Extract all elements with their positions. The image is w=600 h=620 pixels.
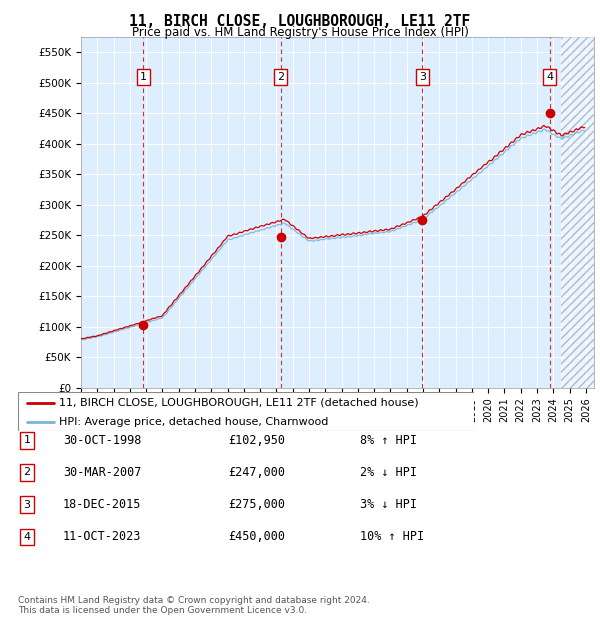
Text: 2: 2 <box>23 467 31 477</box>
Text: 18-DEC-2015: 18-DEC-2015 <box>63 498 142 511</box>
Text: £275,000: £275,000 <box>228 498 285 511</box>
Text: 8% ↑ HPI: 8% ↑ HPI <box>360 434 417 446</box>
Text: £102,950: £102,950 <box>228 434 285 446</box>
Text: 3: 3 <box>419 72 426 82</box>
Text: Contains HM Land Registry data © Crown copyright and database right 2024.
This d: Contains HM Land Registry data © Crown c… <box>18 596 370 615</box>
Text: 11, BIRCH CLOSE, LOUGHBOROUGH, LE11 2TF: 11, BIRCH CLOSE, LOUGHBOROUGH, LE11 2TF <box>130 14 470 29</box>
Text: 3: 3 <box>23 500 31 510</box>
Text: 2: 2 <box>277 72 284 82</box>
Text: 2% ↓ HPI: 2% ↓ HPI <box>360 466 417 479</box>
Text: 30-OCT-1998: 30-OCT-1998 <box>63 434 142 446</box>
Text: Price paid vs. HM Land Registry's House Price Index (HPI): Price paid vs. HM Land Registry's House … <box>131 26 469 39</box>
Text: HPI: Average price, detached house, Charnwood: HPI: Average price, detached house, Char… <box>59 417 328 427</box>
Bar <box>562 37 594 387</box>
Text: 10% ↑ HPI: 10% ↑ HPI <box>360 531 424 543</box>
Text: 1: 1 <box>140 72 147 82</box>
Bar <box>562 37 594 387</box>
Text: £450,000: £450,000 <box>228 531 285 543</box>
Text: 11-OCT-2023: 11-OCT-2023 <box>63 531 142 543</box>
Text: 4: 4 <box>546 72 553 82</box>
Text: 4: 4 <box>23 532 31 542</box>
Text: 30-MAR-2007: 30-MAR-2007 <box>63 466 142 479</box>
Text: 1: 1 <box>23 435 31 445</box>
FancyBboxPatch shape <box>18 392 474 431</box>
Text: £247,000: £247,000 <box>228 466 285 479</box>
Text: 11, BIRCH CLOSE, LOUGHBOROUGH, LE11 2TF (detached house): 11, BIRCH CLOSE, LOUGHBOROUGH, LE11 2TF … <box>59 398 419 408</box>
Text: 3% ↓ HPI: 3% ↓ HPI <box>360 498 417 511</box>
